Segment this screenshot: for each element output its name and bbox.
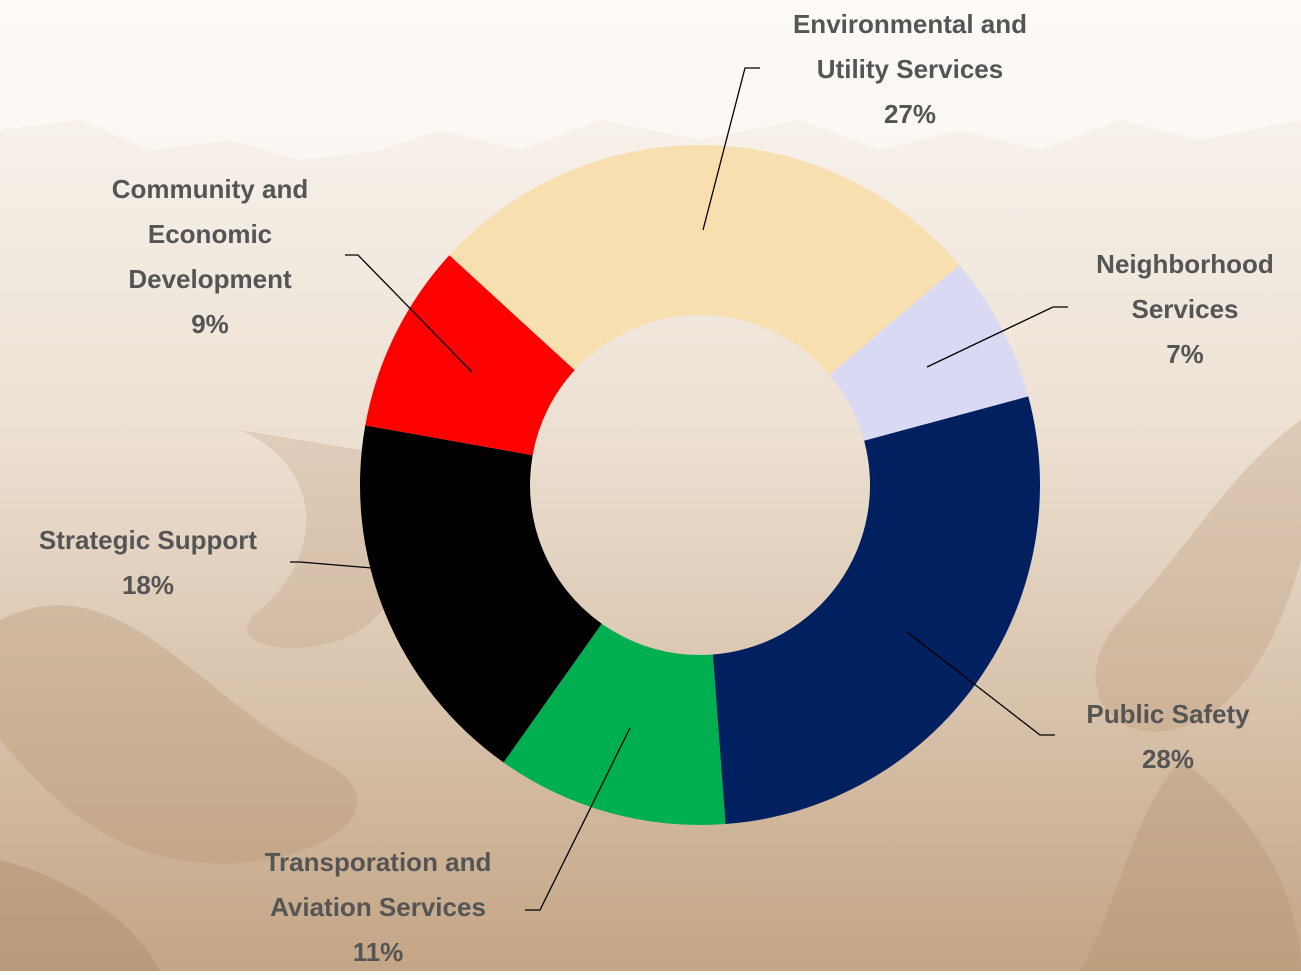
data-label: Strategic Support 18% — [0, 518, 298, 608]
background-shape — [0, 0, 1301, 160]
value-label: 28% — [1141, 744, 1195, 774]
background-shape — [0, 605, 358, 864]
donut-slice — [449, 144, 960, 376]
donut-slice — [712, 396, 1040, 825]
value-label: 27% — [883, 99, 937, 129]
category-label: Strategic Support — [38, 525, 258, 555]
category-label: Environmental and Utility Services — [792, 9, 1028, 84]
leader-lines — [290, 67, 1068, 911]
data-label: Neighborhood Services 7% — [1075, 242, 1295, 377]
category-label: Public Safety — [1086, 699, 1250, 729]
data-label: Public Safety 28% — [1043, 692, 1293, 782]
value-label: 11% — [352, 937, 404, 967]
leader-line — [702, 67, 760, 231]
value-label: 18% — [121, 570, 175, 600]
value-label: 9% — [191, 309, 229, 339]
leader-line — [345, 254, 473, 373]
data-label: Transporation and Aviation Services 11% — [228, 840, 528, 975]
value-label: 7% — [1166, 339, 1204, 369]
background-shape — [0, 860, 160, 971]
background-shape — [1080, 760, 1301, 971]
donut-slice — [829, 265, 1029, 441]
leader-line — [525, 727, 631, 911]
leader-line — [290, 561, 373, 569]
donut-slice — [503, 623, 726, 825]
leader-line — [926, 306, 1068, 368]
data-label: Environmental and Utility Services 27% — [760, 2, 1060, 137]
data-label: Community and Economic Development 9% — [85, 167, 335, 347]
category-label: Community and Economic Development — [111, 174, 309, 294]
donut-slice — [365, 255, 575, 456]
category-label: Neighborhood Services — [1096, 249, 1274, 324]
leader-line — [906, 631, 1055, 736]
category-label: Transporation and Aviation Services — [264, 847, 492, 922]
donut — [360, 144, 1040, 825]
background-shape — [1095, 420, 1301, 732]
donut-slice — [360, 425, 602, 763]
